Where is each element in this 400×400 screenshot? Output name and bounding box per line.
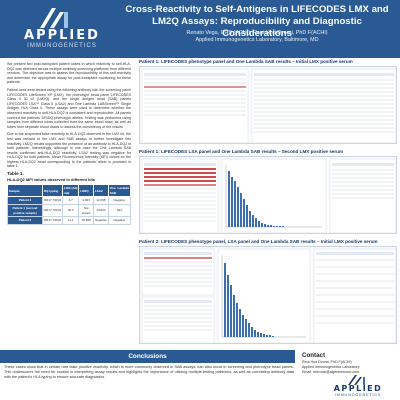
table-cell: DR17,7/DQ2 [41,216,64,225]
table-cell: 19,843 [92,204,109,218]
footer-logo-main: APPLIED [333,384,383,393]
table-cell: 45.6 [62,204,80,218]
table-row: Patient 2 DR17,7/DQ2 11.1 18,838 Negativ… [7,216,132,225]
sab-values-image [251,68,397,144]
table-cell: 12,698 [92,196,109,206]
report-table-rows [144,73,246,116]
table-cell: 694 [107,204,132,218]
lsa-table-rows [144,163,216,222]
panel-1-screenshots [141,68,397,144]
table-header-cell: LSA2 [92,184,109,198]
panel-2-screenshots [141,158,397,234]
table-caption: HLA-DQ2 MFI values observed in different… [7,176,96,182]
poster-title: Cross-Reactivity to Self-Antigens in LIF… [125,4,389,39]
results-panel-2: Patient 1: LIFECODES LSA panel and One L… [137,148,399,236]
conclusions-heading: Conclusions [0,350,295,363]
contact-email[interactable]: Email: rhdvorai@aigenimmuno.com [302,369,359,374]
panel-figure [139,246,397,344]
poster-header: APPLIED IMMUNOGENETICS Cross-Reactivity … [0,0,400,58]
table-cell: 4,393 [78,196,94,206]
table-cell: Patient 2 [7,216,43,225]
table-title: Table 1. [7,171,24,177]
panel-figure [139,66,397,144]
sab-histogram-image [225,165,322,228]
contact-heading: Contact [302,352,326,359]
results-paragraph: Due to the suspected false reactivity to… [7,132,131,169]
methods-paragraph: Patient sera were tested using the follo… [7,87,131,129]
author-names: Renato Vega, CHS (ACHI), Reut Hod Dvorai… [186,30,328,36]
table-header-cell: LM2Q [78,184,94,198]
panel-title: Patient 1: LIFECODES LSA panel and One L… [139,149,344,154]
table-row: Patient 1 (second positive sample) DR17,… [7,204,132,218]
conclusions-text: These cases show that in certain rare fa… [4,365,294,379]
table-row: Patient 1 DR17,7/DQ2 4.7 4,393 12,698 Ne… [7,196,132,206]
table-cell: Negative [92,216,109,225]
table-cell: 4.7 [62,196,80,206]
results-panel-1: Patient 1: LIFECODES phenotype panel and… [137,58,399,146]
left-column: We present two post-transplant patient c… [4,60,134,348]
table-cell: DR17,7/DQ2 [41,204,64,218]
table-cell: 18,838 [78,216,94,225]
panel-title: Patient 2: LIFECODES phenotype panel, LS… [139,239,378,244]
sab-values-list [332,163,394,199]
table-header-cell: LMX (Adj val) [62,184,80,198]
intro-paragraph: We present two post-transplant patient c… [7,62,131,85]
footer-logo-mark-icon [348,375,365,385]
logo-mark-icon [40,8,68,28]
results-panel-3: Patient 2: LIFECODES phenotype panel, LS… [137,238,399,346]
contact-section: Contact Reut Hod Dvorai, PhD F(ACHI) App… [302,352,398,374]
contact-org: Applied Immunogenetics Laboratory [302,364,360,369]
logo-main-text: APPLIED [24,28,100,43]
table-cell: Patient 1 [7,196,43,206]
footer-logo: APPLIED IMMUNOGENETICS [318,374,398,398]
panel-title: Patient 1: LIFECODES phenotype panel and… [139,59,353,64]
table-header-cell: Sample [7,184,43,198]
table-cell: Negative [107,196,132,206]
table-cell: Negative [107,216,132,225]
table-cell: Patient 1 (second positive sample) [7,204,43,218]
mfi-table: Sample DQ typing LMX (Adj val) LM2Q LSA2… [7,184,132,225]
panel-3-screenshots [141,248,397,344]
panel-figure [139,156,397,234]
footer-logo-sub: IMMUNOGENETICS [334,393,382,397]
table-header-row: Sample DQ typing LMX (Adj val) LM2Q LSA2… [7,184,132,198]
table-cell: Not tested [78,204,94,218]
table-cell: 11.1 [62,216,80,225]
table-header-cell: DQ typing [41,184,64,198]
contact-details: Reut Hod Dvorai, PhD F(ACHI) Applied Imm… [302,360,398,374]
poster-authors: Renato Vega, CHS (ACHI), Reut Hod Dvorai… [116,30,398,44]
contact-name: Reut Hod Dvorai, PhD F(ACHI) [302,360,352,364]
logo-sub-text: IMMUNOGENETICS [27,43,97,49]
table-cell: DR17,7/DQ2 [41,196,64,206]
results-column: Patient 1: LIFECODES phenotype panel and… [137,58,399,348]
patient2-histogram [221,255,306,338]
table-header-cell: One Lambda SAB [107,184,132,198]
company-logo: APPLIED IMMUNOGENETICS [6,6,118,52]
author-affiliation: Applied Immunogenetics Laboratory, Balti… [195,37,319,43]
